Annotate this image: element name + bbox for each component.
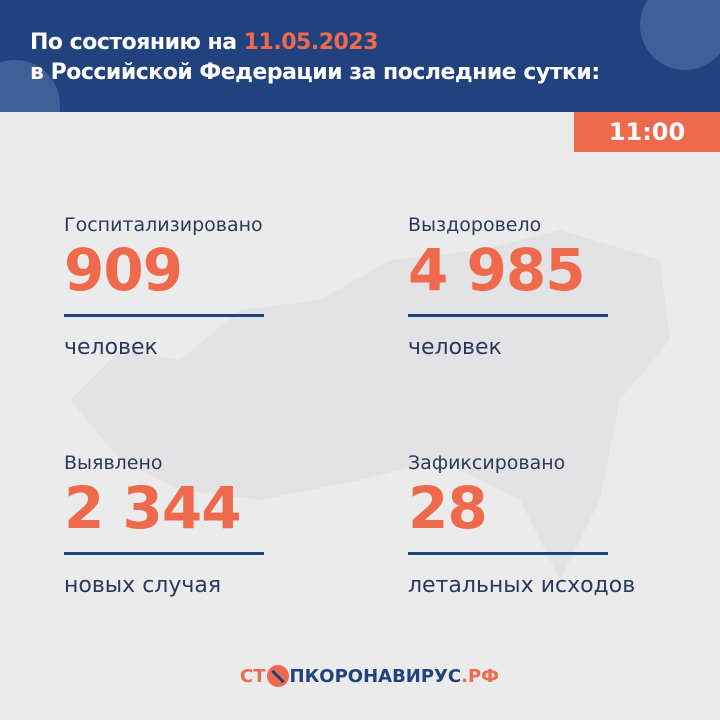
report-date: 11.05.2023 [243,30,379,55]
stat-label: Выздоровело [408,214,542,236]
stat-recovered: Выздоровело 4 985 человек [408,214,668,360]
stat-unit: человек [64,335,158,360]
stat-unit: летальных исходов [408,573,636,598]
divider [64,552,264,555]
divider [408,552,608,555]
header-subtitle: в Российской Федерации за последние сутк… [30,60,600,85]
logo-domain: .РФ [461,665,500,687]
stat-value: 909 [64,236,183,304]
russia-map-background [70,230,670,580]
logo-text: СТ [240,665,266,687]
stopcoronavirus-logo: СТ ПКОРОНАВИРУС .РФ [240,665,499,687]
virus-decoration-icon [640,0,720,70]
stat-unit: новых случая [64,573,222,598]
stat-label: Зафиксировано [408,452,566,474]
stat-hospitalized: Госпитализировано 909 человек [64,214,324,360]
stat-label: Выявлено [64,452,163,474]
header-title: По состоянию на 11.05.2023 в Российской … [30,28,600,88]
crossed-virus-icon [266,665,289,687]
stat-deaths: Зафиксировано 28 летальных исходов [408,452,708,598]
divider [408,314,608,317]
stat-value: 28 [408,474,488,542]
report-time-badge: 11:00 [574,112,720,152]
header-prefix: По состоянию на [30,30,244,55]
stat-value: 4 985 [408,236,586,304]
divider [64,314,264,317]
stat-label: Госпитализировано [64,214,263,236]
stat-detected: Выявлено 2 344 новых случая [64,452,324,598]
header-banner: По состоянию на 11.05.2023 в Российской … [0,0,720,112]
stat-value: 2 344 [64,474,242,542]
stat-unit: человек [408,335,502,360]
logo-text: ПКОРОНАВИРУС [289,665,462,687]
